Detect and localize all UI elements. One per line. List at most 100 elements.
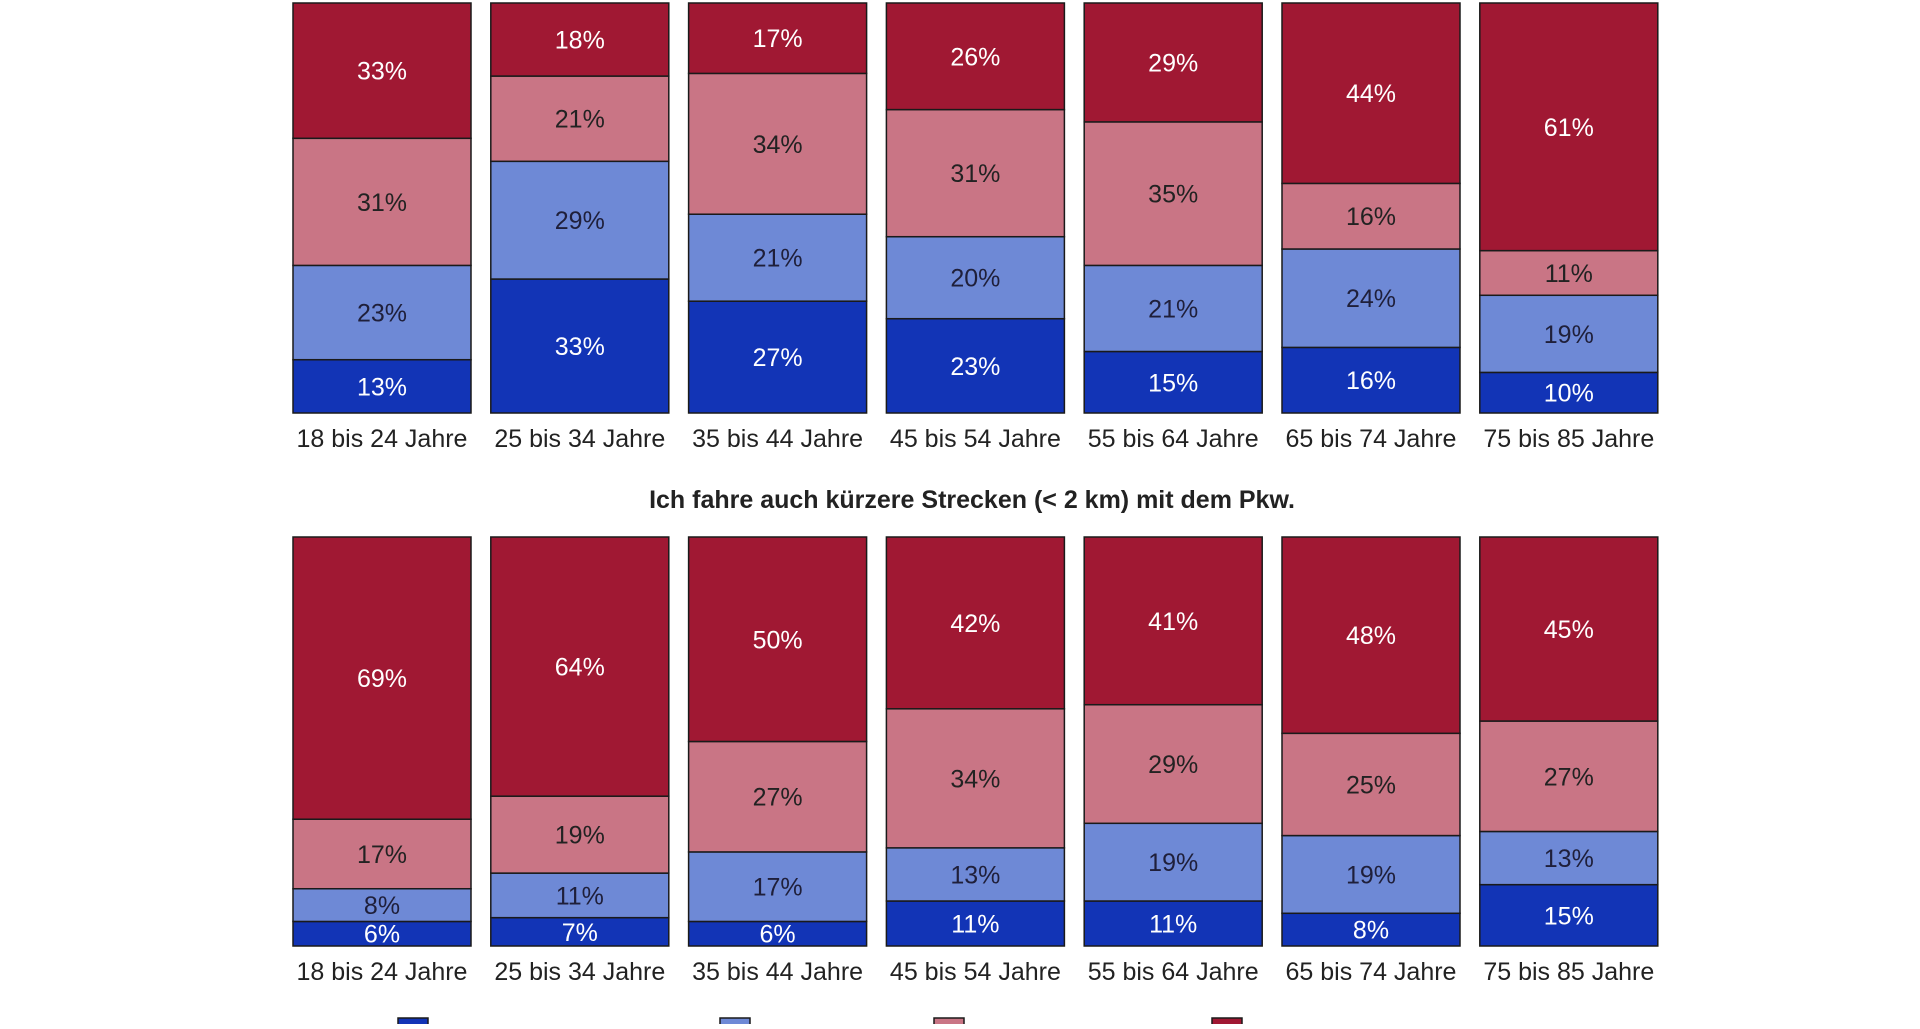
x-tick-label: 18 bis 24 Jahre: [297, 958, 468, 986]
data-label: 17%: [753, 25, 803, 53]
data-label: 29%: [1148, 49, 1198, 77]
bar-segment: [490, 75, 670, 163]
data-label: 50%: [753, 626, 803, 654]
bar-segment: [687, 213, 868, 302]
data-label: 33%: [555, 333, 605, 361]
data-label: 26%: [950, 43, 1000, 71]
data-label: 34%: [753, 131, 803, 159]
bar-segment: [1479, 294, 1659, 374]
data-label: 15%: [1544, 902, 1594, 930]
data-label: 64%: [555, 654, 605, 682]
bar-segment: [687, 300, 868, 414]
chart-title-bottom: Ich fahre auch kürzere Strecken (< 2 km)…: [649, 486, 1295, 514]
x-tick-label: 55 bis 64 Jahre: [1088, 958, 1259, 986]
x-tick-label: 65 bis 74 Jahre: [1286, 958, 1457, 986]
data-label: 6%: [364, 921, 400, 949]
x-tick-label: 55 bis 64 Jahre: [1088, 425, 1259, 453]
bar-segment: [1281, 346, 1461, 414]
data-label: 21%: [555, 106, 605, 134]
data-label: 42%: [950, 610, 1000, 638]
data-label: 35%: [1148, 181, 1198, 209]
data-label: 17%: [753, 874, 803, 902]
bar-segment: [490, 795, 670, 874]
bar-segment: [292, 887, 472, 923]
bar-segment: [1083, 121, 1263, 267]
legend-swatch: [719, 1017, 751, 1029]
bar-segment: [490, 2, 670, 77]
data-label: 19%: [1148, 849, 1198, 877]
bar-segment: [1083, 2, 1263, 123]
data-label: 48%: [1346, 622, 1396, 650]
data-label: 8%: [364, 892, 400, 920]
bar-segment: [1479, 720, 1659, 833]
x-tick-label: 35 bis 44 Jahre: [692, 958, 863, 986]
x-tick-label: 18 bis 24 Jahre: [297, 425, 468, 453]
bar-segment: [885, 2, 1066, 111]
x-tick-label: 65 bis 74 Jahre: [1286, 425, 1457, 453]
bar-segment: [292, 2, 472, 140]
data-label: 29%: [1148, 751, 1198, 779]
bar-segment: [1281, 536, 1461, 735]
bar-segment: [490, 536, 670, 797]
data-label: 27%: [753, 344, 803, 372]
data-label: 31%: [357, 189, 407, 217]
data-label: 6%: [760, 921, 796, 949]
bar-segment: [1083, 822, 1263, 902]
bar-segment: [1479, 371, 1659, 414]
bar-segment: [885, 317, 1066, 414]
data-label: 7%: [562, 919, 598, 947]
data-label: 19%: [555, 822, 605, 850]
x-tick-label: 75 bis 85 Jahre: [1483, 425, 1654, 453]
legend-swatch: [397, 1017, 429, 1029]
data-label: 19%: [1544, 321, 1594, 349]
data-label: 23%: [950, 353, 1000, 381]
bar-segment: [292, 536, 472, 820]
x-tick-label: 45 bis 54 Jahre: [890, 958, 1061, 986]
bar-segment: [490, 160, 670, 280]
data-label: 33%: [357, 58, 407, 86]
bar-segment: [1281, 912, 1461, 947]
bar-segment: [1281, 182, 1461, 250]
bar-segment: [1281, 2, 1461, 185]
data-label: 29%: [555, 207, 605, 235]
data-label: 8%: [1353, 917, 1389, 945]
bar-segment: [1083, 900, 1263, 947]
bar-segment: [885, 536, 1066, 710]
bar-segment: [1083, 536, 1263, 706]
x-tick-label: 45 bis 54 Jahre: [890, 425, 1061, 453]
bar-segment: [292, 920, 472, 947]
data-label: 19%: [1346, 861, 1396, 889]
data-label: 69%: [357, 665, 407, 693]
data-label: 20%: [950, 265, 1000, 293]
data-label: 21%: [1148, 295, 1198, 323]
x-tick-label: 75 bis 85 Jahre: [1483, 958, 1654, 986]
chart-legend: [397, 1017, 1243, 1029]
data-label: 24%: [1346, 285, 1396, 313]
x-tick-label: 25 bis 34 Jahre: [494, 425, 665, 453]
data-label: 27%: [1544, 763, 1594, 791]
bar-segment: [1479, 883, 1659, 947]
legend-swatch: [933, 1017, 965, 1029]
data-label: 17%: [357, 841, 407, 869]
bar-segment: [687, 72, 868, 215]
bar-segment: [1083, 264, 1263, 353]
bar-segment: [490, 872, 670, 919]
data-label: 11%: [556, 882, 604, 910]
data-label: 13%: [950, 861, 1000, 889]
data-label: 21%: [753, 245, 803, 273]
bar-segment: [687, 2, 868, 75]
data-label: 31%: [950, 160, 1000, 188]
bar-segment: [1479, 2, 1659, 252]
bar-segment: [292, 264, 472, 361]
bar-segment: [885, 900, 1066, 947]
data-label: 10%: [1544, 380, 1594, 408]
bar-segment: [687, 536, 868, 743]
data-label: 11%: [951, 911, 999, 939]
data-label: 13%: [1544, 845, 1594, 873]
bar-segment: [1083, 350, 1263, 414]
bar-segment: [885, 847, 1066, 902]
bar-segment: [292, 358, 472, 414]
bar-segment: [885, 108, 1066, 238]
